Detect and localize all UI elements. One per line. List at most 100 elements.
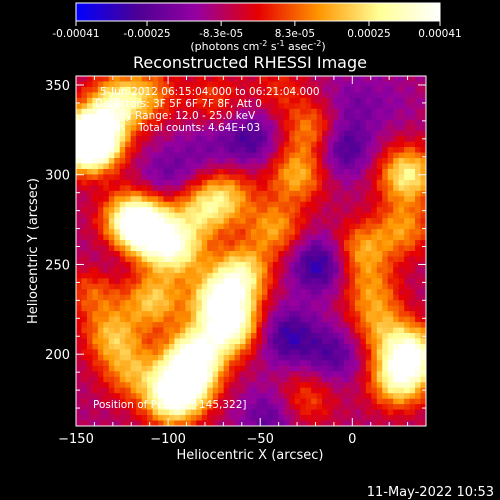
heatmap-cell	[360, 212, 367, 219]
heatmap-cell	[114, 207, 121, 214]
heatmap-cell	[316, 108, 323, 115]
heatmap-cell	[376, 141, 383, 148]
heatmap-cell	[354, 327, 361, 334]
heatmap-cell	[234, 349, 241, 356]
heatmap-cell	[393, 141, 400, 148]
heatmap-cell	[141, 387, 148, 394]
heatmap-cell	[185, 201, 192, 208]
heatmap-cell	[81, 272, 88, 279]
heatmap-cell	[371, 311, 378, 318]
heatmap-cell	[371, 349, 378, 356]
heatmap-cell	[354, 338, 361, 345]
heatmap-cell	[141, 393, 148, 400]
heatmap-cell	[354, 86, 361, 93]
heatmap-cell	[343, 354, 350, 361]
heatmap-cell	[343, 125, 350, 132]
heatmap-cell	[278, 311, 285, 318]
heatmap-cell	[152, 376, 159, 383]
heatmap-cell	[300, 97, 307, 104]
heatmap-cell	[365, 256, 372, 263]
heatmap-cell	[130, 382, 137, 389]
heatmap-cell	[382, 349, 389, 356]
heatmap-cell	[278, 125, 285, 132]
heatmap-cell	[327, 387, 334, 394]
heatmap-cell	[97, 119, 104, 126]
heatmap-cell	[349, 283, 356, 290]
heatmap-cell	[108, 81, 115, 88]
heatmap-cell	[158, 207, 164, 214]
heatmap-cell	[234, 409, 241, 416]
heatmap-cell	[158, 256, 164, 263]
heatmap-cell	[256, 398, 263, 405]
heatmap-cell	[152, 185, 159, 192]
heatmap-cell	[354, 393, 361, 400]
heatmap-cell	[305, 272, 312, 279]
heatmap-cell	[163, 81, 170, 88]
heatmap-cell	[168, 360, 175, 367]
heatmap-cell	[316, 125, 323, 132]
heatmap-cell	[349, 398, 356, 405]
heatmap-cell	[404, 179, 410, 186]
heatmap-cell	[311, 393, 318, 400]
heatmap-cell	[158, 261, 164, 268]
heatmap-cell	[283, 300, 290, 307]
heatmap-cell	[349, 119, 356, 126]
heatmap-cell	[338, 174, 345, 181]
heatmap-cell	[327, 371, 334, 378]
heatmap-cell	[196, 212, 203, 219]
heatmap-cell	[311, 108, 318, 115]
heatmap-cell	[81, 229, 88, 235]
heatmap-cell	[196, 393, 203, 400]
heatmap-cell	[349, 371, 356, 378]
heatmap-cell	[343, 240, 350, 246]
heatmap-cell	[398, 81, 405, 88]
heatmap-cell	[201, 283, 208, 290]
heatmap-cell	[147, 108, 153, 115]
heatmap-cell	[322, 130, 328, 137]
heatmap-cell	[141, 343, 148, 350]
heatmap-cell	[278, 349, 285, 356]
heatmap-cell	[404, 168, 410, 175]
heatmap-cell	[376, 305, 383, 312]
heatmap-cell	[174, 174, 181, 181]
heatmap-cell	[174, 130, 181, 137]
heatmap-cell	[360, 360, 367, 367]
heatmap-cell	[349, 316, 356, 323]
heatmap-cell	[283, 327, 290, 334]
heatmap-cell	[174, 86, 181, 93]
heatmap-cell	[163, 365, 170, 372]
heatmap-cell	[168, 272, 175, 279]
heatmap-cell	[130, 338, 137, 345]
heatmap-cell	[223, 229, 230, 235]
heatmap-cell	[409, 174, 416, 181]
heatmap-cell	[119, 409, 126, 416]
heatmap-cell	[251, 278, 257, 285]
heatmap-cell	[398, 256, 405, 263]
heatmap-cell	[190, 349, 197, 356]
heatmap-cell	[398, 147, 405, 153]
heatmap-cell	[415, 376, 421, 383]
heatmap-cell	[158, 114, 164, 121]
heatmap-cell	[338, 108, 345, 115]
heatmap-cell	[92, 245, 99, 252]
heatmap-cell	[103, 283, 110, 290]
heatmap-cell	[147, 300, 153, 307]
heatmap-cell	[382, 283, 389, 290]
heatmap-cell	[376, 92, 383, 99]
heatmap-cell	[92, 97, 99, 104]
heatmap-cell	[316, 387, 323, 394]
heatmap-cell	[289, 201, 296, 208]
heatmap-cell	[349, 349, 356, 356]
heatmap-cell	[240, 147, 246, 153]
heatmap-cell	[349, 158, 356, 164]
heatmap-cell	[256, 322, 263, 328]
heatmap-cell	[305, 333, 312, 339]
heatmap-cell	[136, 125, 143, 132]
heatmap-cell	[387, 97, 394, 104]
heatmap-cell	[245, 420, 252, 426]
heatmap-cell	[278, 223, 285, 230]
heatmap-cell	[141, 365, 148, 372]
heatmap-cell	[158, 119, 164, 126]
heatmap-cell	[354, 223, 361, 230]
heatmap-cell	[223, 201, 230, 208]
